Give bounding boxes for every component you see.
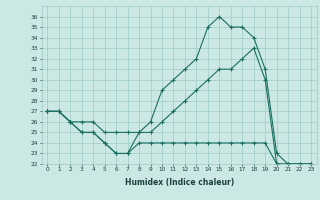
X-axis label: Humidex (Indice chaleur): Humidex (Indice chaleur) [124, 178, 234, 187]
